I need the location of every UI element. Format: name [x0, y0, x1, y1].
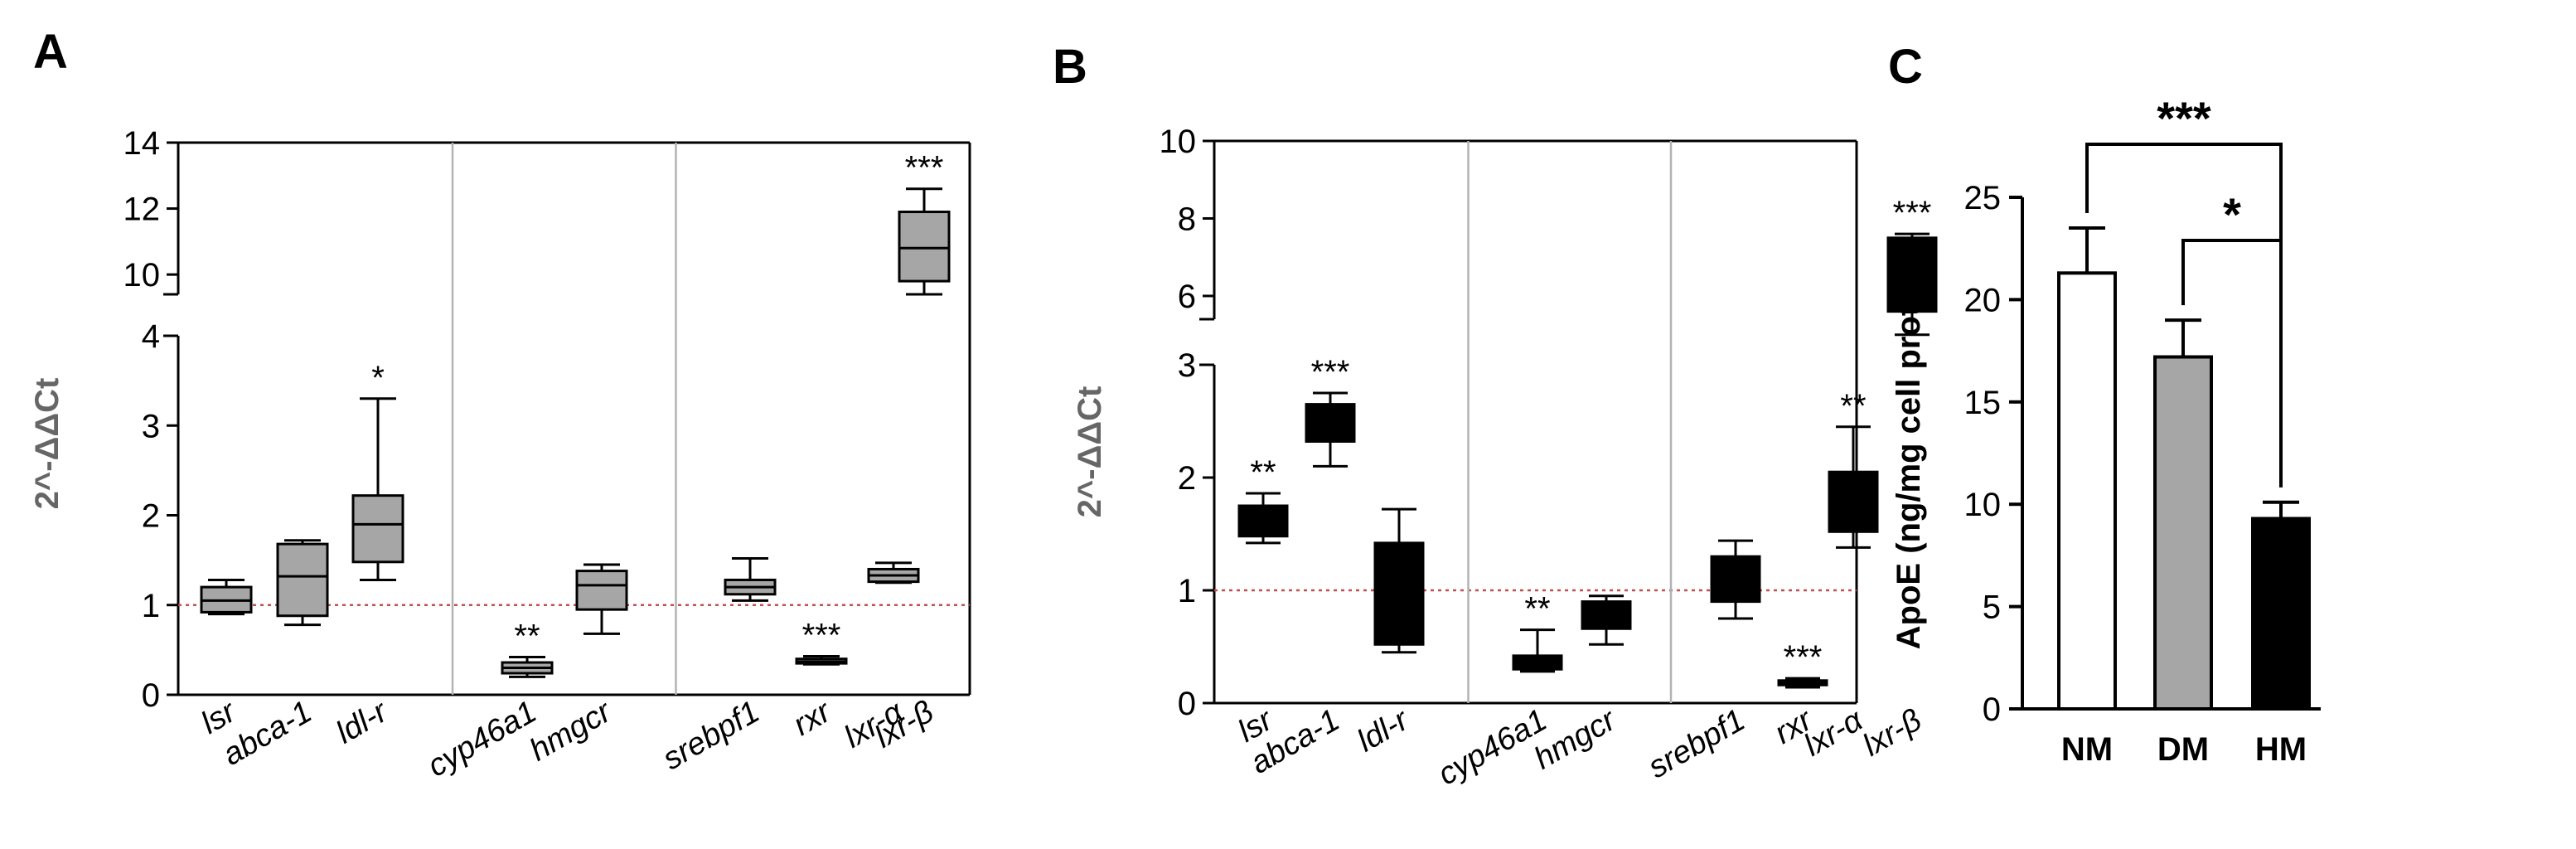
- category-label: hmgcr: [1528, 702, 1623, 777]
- y-tick-label: 3: [142, 408, 160, 444]
- y-axis-label: ApoE (ng/mg cell protein): [1891, 246, 1927, 650]
- significance-label: ***: [802, 617, 841, 653]
- box: [1237, 504, 1289, 538]
- y-tick-label: 14: [123, 125, 161, 162]
- y-tick-label: 2: [142, 498, 160, 535]
- y-tick-label: 1: [1178, 573, 1196, 609]
- box: [1305, 403, 1356, 443]
- y-tick-label: 8: [1178, 201, 1196, 237]
- category-label: rxr: [787, 694, 838, 743]
- panel-label-b: B: [1053, 40, 1087, 94]
- y-tick-label: 15: [1964, 385, 2002, 421]
- category-label: abca-1: [217, 694, 318, 772]
- y-tick-label: 0: [1983, 691, 2001, 728]
- significance-label: **: [514, 619, 540, 655]
- box: [1373, 541, 1425, 646]
- category-label: hmgcr: [524, 694, 618, 769]
- category-label: DM: [2157, 731, 2209, 768]
- bar: [2153, 355, 2213, 711]
- significance-bracket: [2181, 239, 2283, 488]
- significance-label: ***: [1311, 354, 1350, 391]
- category-label: NM: [2061, 731, 2113, 768]
- significance-label: **: [1250, 454, 1276, 491]
- y-tick-label: 10: [1160, 124, 1197, 160]
- y-tick-label: 2: [1178, 460, 1196, 497]
- significance-label: **: [1840, 388, 1866, 424]
- category-label: lxr-β: [1857, 702, 1928, 763]
- box: [1886, 236, 1938, 313]
- panel-label-a: A: [33, 25, 68, 79]
- y-axis-label: 2^-ΔΔCt: [1072, 386, 1108, 518]
- bar: [2057, 271, 2117, 711]
- y-tick-label: 4: [142, 318, 160, 355]
- y-tick-label: 20: [1964, 282, 2002, 318]
- panel-a-chart: 012341012142^-ΔΔCtlsrabca-1*ldl-r**cyp46…: [29, 125, 971, 784]
- significance-label: ***: [1893, 195, 1932, 231]
- y-tick-label: 1: [142, 588, 160, 624]
- significance-label: *: [2223, 188, 2241, 240]
- category-label: srebpf1: [1643, 702, 1751, 785]
- y-tick-label: 10: [123, 257, 161, 294]
- category-label: ldl-r: [331, 694, 395, 751]
- box: [1828, 470, 1879, 533]
- box: [1581, 600, 1632, 630]
- category-label: HM: [2255, 731, 2307, 768]
- significance-label: ***: [1784, 639, 1823, 676]
- significance-label: ***: [2157, 92, 2211, 144]
- y-tick-label: 6: [1178, 279, 1196, 315]
- box: [575, 570, 628, 611]
- significance-label: *: [371, 360, 385, 396]
- panel-label-c: C: [1888, 40, 1923, 94]
- panel-c-chart: 0 5 10 15 20 25 ApoE (ng/mg cell protein) NM DM H…: [1891, 92, 2321, 768]
- box: [1710, 555, 1761, 604]
- y-tick-label: 0: [1178, 686, 1196, 722]
- category-label: srebpf1: [657, 694, 766, 777]
- y-axis-label: 2^-ΔΔCt: [29, 378, 65, 510]
- y-tick-label: 12: [123, 192, 161, 228]
- significance-label: ***: [905, 150, 944, 187]
- box: [351, 494, 404, 564]
- category-label: ldl-r: [1352, 702, 1416, 759]
- significance-label: **: [1524, 591, 1550, 628]
- y-tick-label: 5: [1983, 589, 2001, 626]
- y-tick-label: 3: [1178, 347, 1196, 384]
- y-tick-label: 0: [142, 677, 160, 714]
- box: [898, 211, 951, 283]
- y-tick-label: 25: [1964, 180, 2002, 216]
- bar: [2251, 517, 2311, 711]
- y-tick-label: 10: [1964, 487, 2002, 523]
- box: [276, 542, 329, 618]
